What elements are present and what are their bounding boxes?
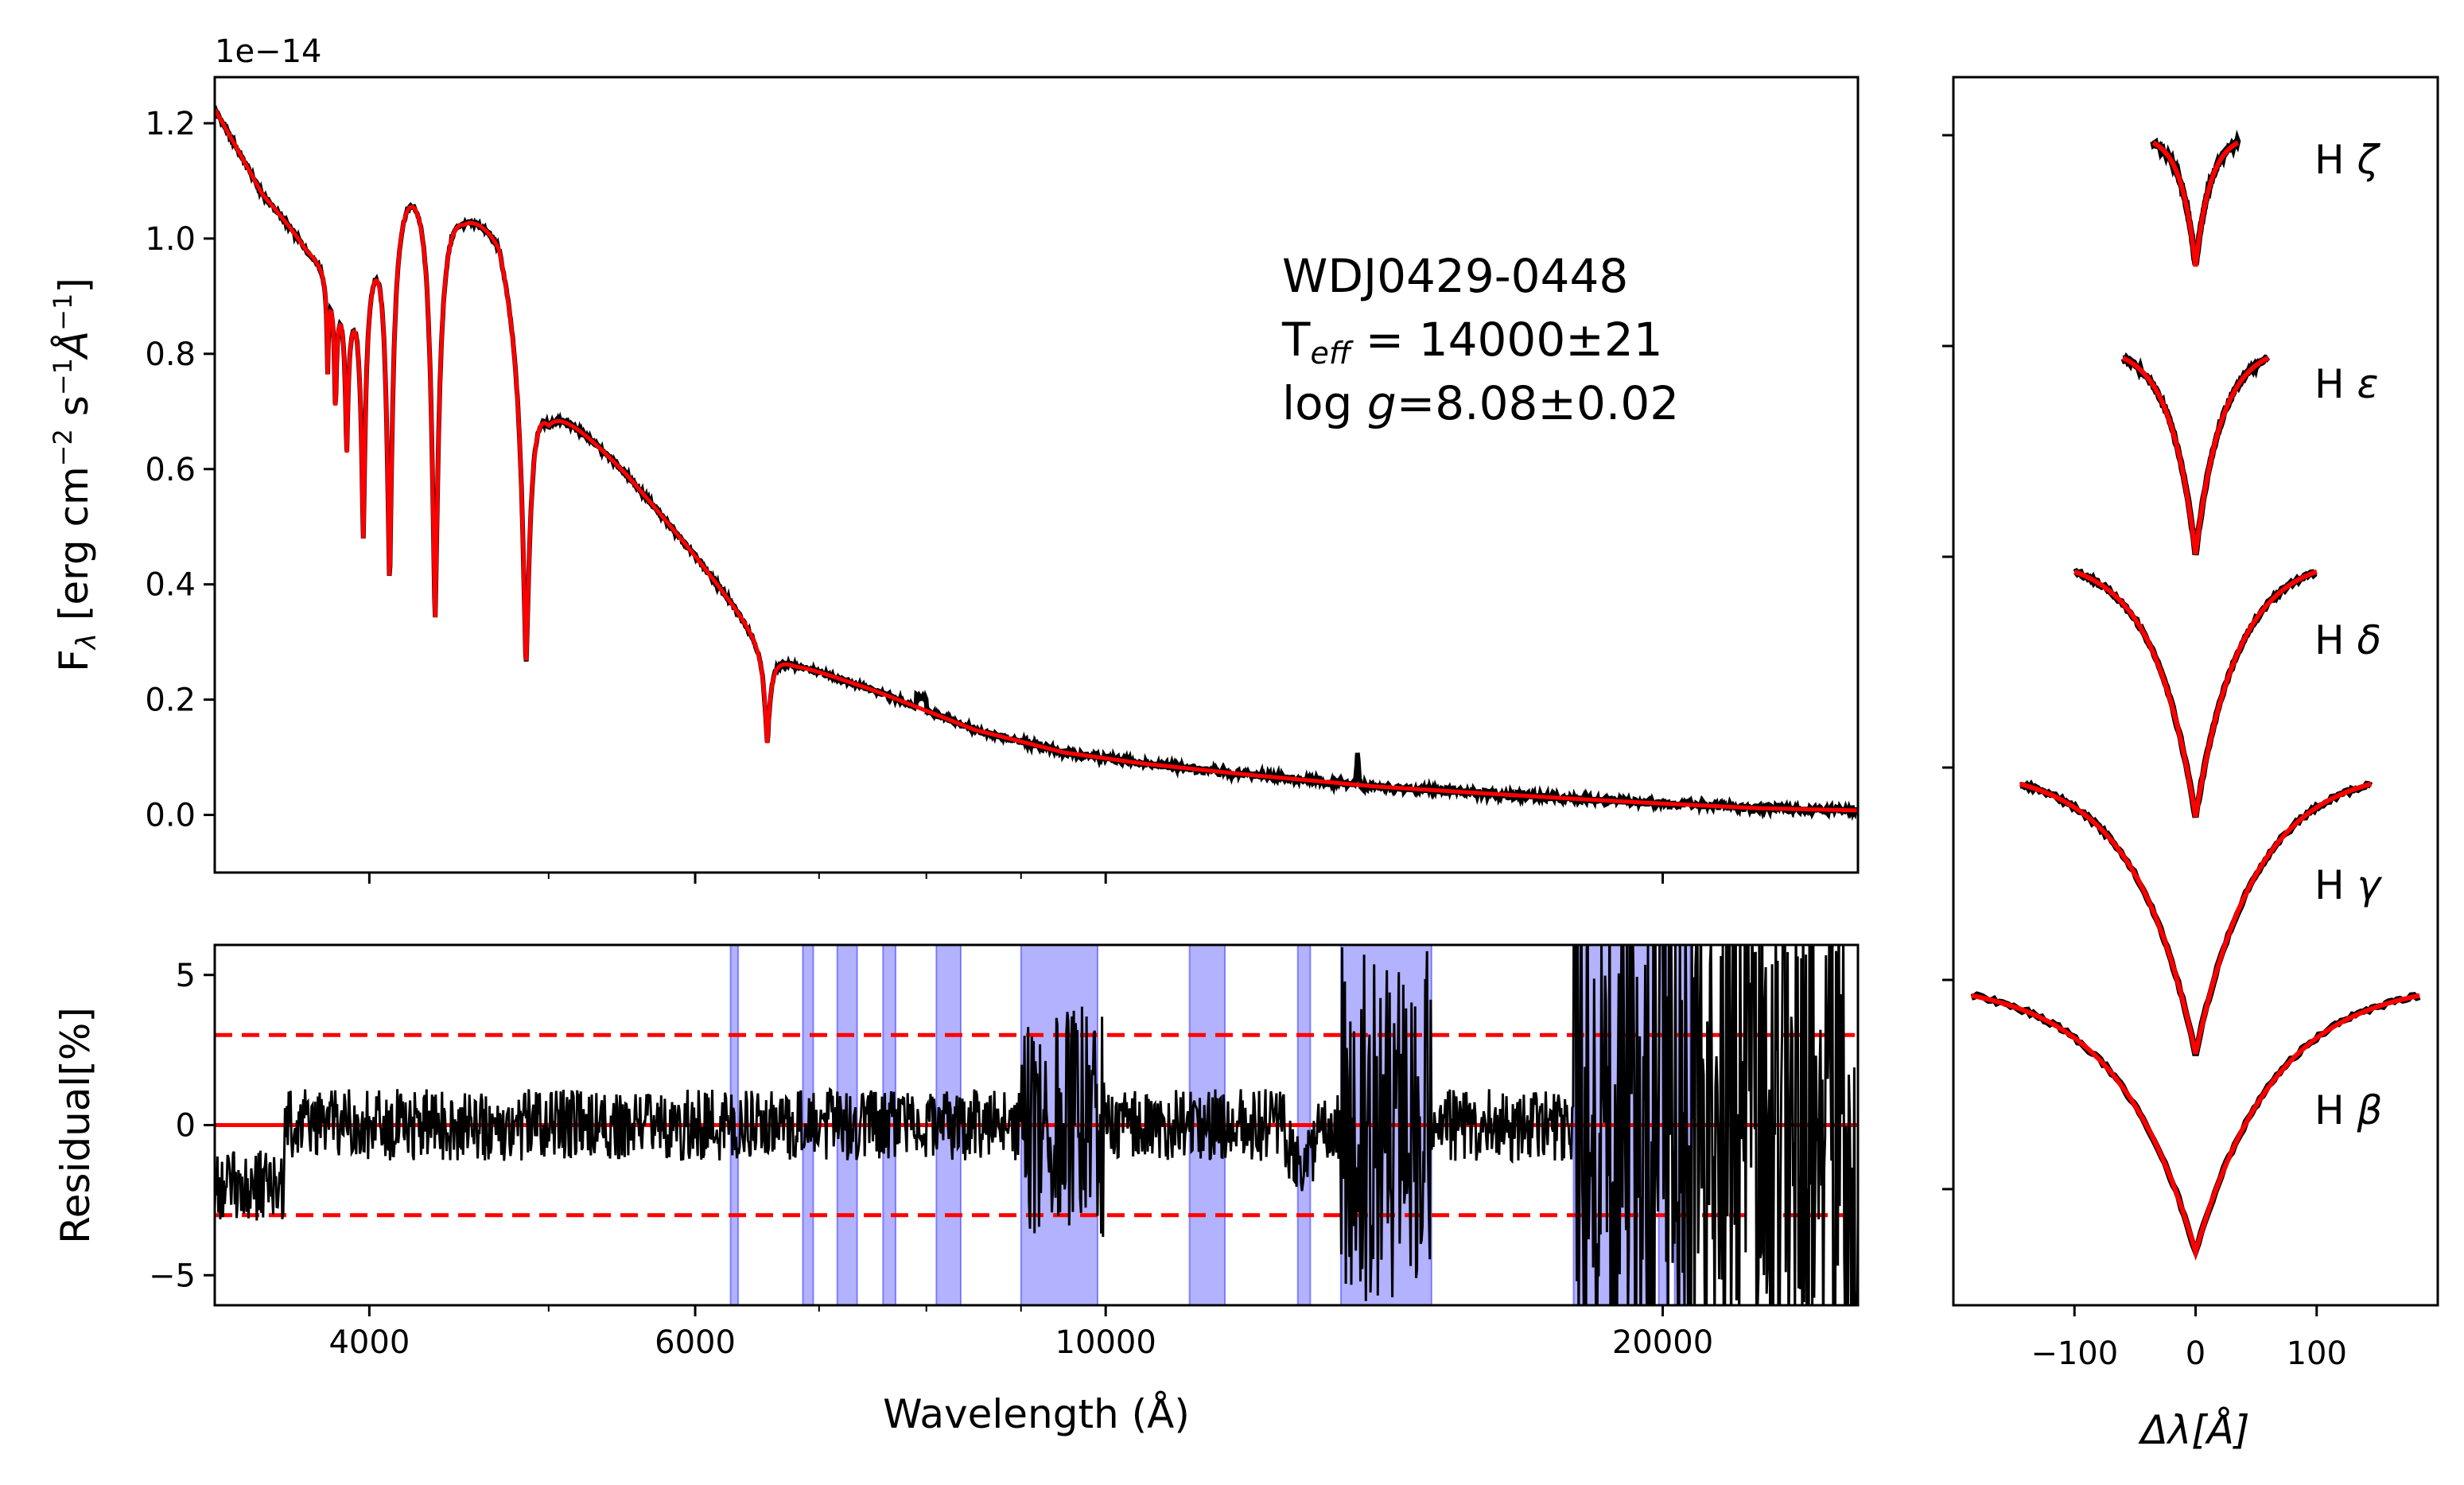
teff-value: Teff = 14000±21 <box>1281 313 1663 371</box>
object-name: WDJ0429-0448 <box>1282 249 1628 303</box>
y-offset-label: 1e−14 <box>215 33 321 70</box>
residual-line <box>215 945 1858 1305</box>
balmer-model-line <box>2073 569 2318 818</box>
spectrum-ytick-label: 0.0 <box>145 798 196 834</box>
balmer-xlabel: Δλ[Å] <box>2137 1407 2249 1453</box>
spectrum-ytick-label: 0.2 <box>145 682 196 719</box>
balmer-xtick-label: 0 <box>2186 1335 2206 1372</box>
spectrum-ytick-label: 1.0 <box>145 221 196 258</box>
spectrum-panel: 0.0 0.2 0.4 0.6 0.8 1.0 1.2 1e−14 Fλ [erg cm−2… <box>48 33 1860 884</box>
balmer-line-label: H δ <box>2314 617 2381 663</box>
balmer-xtick-label: 100 <box>2287 1335 2347 1372</box>
balmer-line-label: H ζ <box>2314 137 2381 183</box>
model-spectrum-line <box>215 107 1858 813</box>
balmer-panel: −100 0 100 H ζ H ε H δ H γ H β Δλ[Å] <box>1942 76 2439 1453</box>
residual-ytick-label: 5 <box>176 958 196 994</box>
residual-xtick-label: 4000 <box>328 1324 410 1361</box>
spectrum-ytick-label: 0.6 <box>145 452 196 488</box>
balmer-model-line <box>1971 993 2420 1261</box>
balmer-line-label: H γ <box>2314 862 2383 908</box>
balmer-line-label: H β <box>2314 1087 2382 1133</box>
residual-ytick-label: 0 <box>176 1108 196 1145</box>
residual-ylabel: Residual[%] <box>52 1007 99 1244</box>
balmer-model-line <box>2152 140 2239 267</box>
balmer-line-label: H ε <box>2314 361 2379 407</box>
residual-panel: −5 0 5 4000 6000 10000 20000 Residual[%] Wave… <box>52 943 1860 1437</box>
residual-xlabel: Wavelength (Å) <box>883 1391 1190 1437</box>
residual-xtick-label: 6000 <box>655 1324 736 1361</box>
spectrum-ytick-label: 1.2 <box>145 106 196 142</box>
spectrum-ylabel: Fλ [erg cm−2 s−1Å−1] <box>48 278 103 672</box>
balmer-plot-area <box>1953 77 2438 1305</box>
logg-value: log g=8.08±0.02 <box>1282 376 1679 430</box>
spectrum-ytick-label: 0.8 <box>145 336 196 373</box>
spectrum-plot-area <box>215 77 1858 873</box>
residual-xtick-label: 10000 <box>1055 1324 1156 1361</box>
balmer-model-line <box>2121 356 2270 555</box>
spectrum-ytick-label: 0.4 <box>145 567 196 604</box>
spectrum-frame <box>213 76 1860 874</box>
balmer-model-line <box>2019 781 2373 1055</box>
residual-xtick-label: 20000 <box>1612 1324 1713 1361</box>
fit-annotation: WDJ0429-0448 Teff = 14000±21 log g=8.08±… <box>1281 249 1679 430</box>
balmer-xtick-label: −100 <box>2031 1335 2118 1372</box>
residual-ytick-label: −5 <box>149 1258 196 1294</box>
